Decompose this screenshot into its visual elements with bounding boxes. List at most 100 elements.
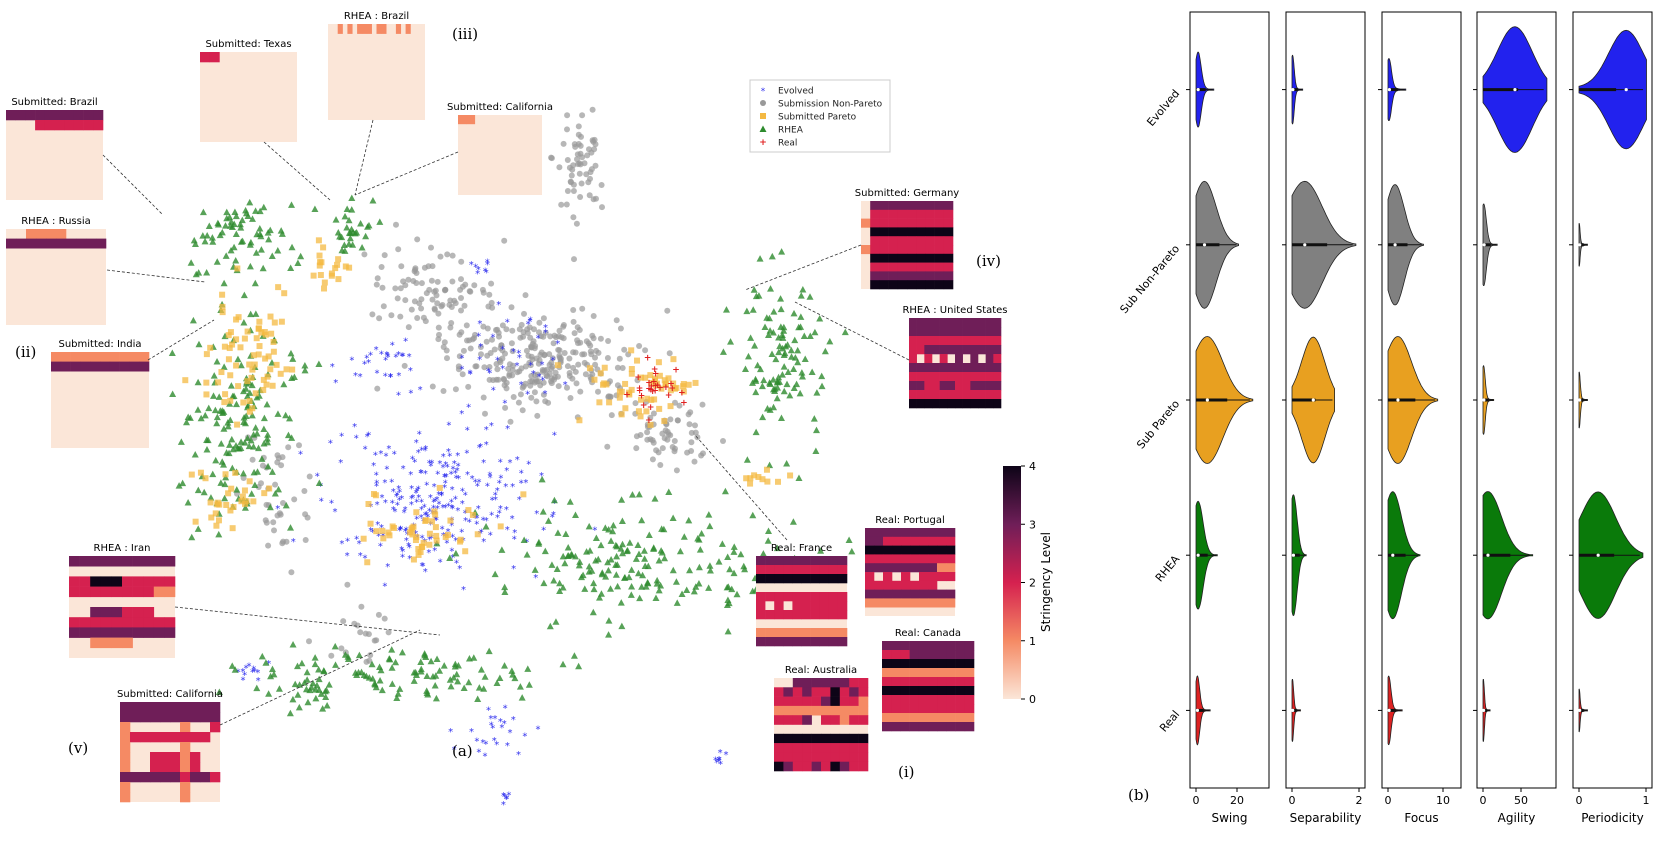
point-submission-non-pareto: [540, 391, 547, 398]
inset-cell: [46, 238, 57, 249]
point-evolved: *: [437, 459, 442, 470]
point-evolved: *: [533, 573, 538, 584]
point-rhea: [210, 392, 218, 399]
point-rhea: [550, 496, 558, 504]
point-submission-non-pareto: [676, 402, 683, 409]
point-evolved: *: [328, 438, 333, 449]
inset-cell: [120, 742, 131, 753]
point-evolved: *: [390, 341, 395, 352]
inset-cell: [907, 271, 917, 281]
point-submission-non-pareto: [412, 265, 419, 272]
inset-cell: [939, 390, 948, 400]
inset-cell: [910, 554, 920, 564]
inset-cell: [943, 209, 954, 219]
inset-cell: [993, 363, 1002, 373]
point-evolved: *: [511, 564, 516, 575]
point-evolved: *: [416, 493, 421, 504]
inset-cell: [900, 641, 910, 651]
point-submission-non-pareto: [408, 306, 415, 313]
point-evolved: *: [414, 514, 419, 525]
inset-cell: [828, 628, 839, 638]
point-rhea: [719, 348, 727, 355]
point-evolved: *: [460, 499, 465, 510]
inset-cell: [932, 318, 940, 328]
inset-cell: [111, 607, 123, 618]
point-submitted-pareto: [661, 377, 668, 384]
point-rhea: [787, 346, 795, 354]
point-submitted-pareto: [225, 356, 232, 363]
inset-cell: [792, 628, 802, 638]
point-submission-non-pareto: [687, 409, 694, 416]
point-rhea: [791, 336, 799, 344]
inset-cell: [849, 715, 859, 725]
inset-cell: [51, 361, 62, 372]
point-evolved: *: [456, 474, 461, 485]
point-submitted-pareto: [215, 379, 222, 386]
point-submission-non-pareto: [283, 538, 290, 545]
inset-cell: [993, 336, 1002, 346]
inset-cell: [925, 218, 935, 228]
point-rhea: [570, 652, 578, 659]
violin-xtick-label: 2: [1356, 794, 1363, 807]
point-rhea: [718, 540, 726, 547]
inset-cell: [828, 574, 839, 584]
point-rhea: [264, 462, 272, 470]
point-submitted-pareto: [207, 499, 214, 506]
point-rhea: [556, 579, 564, 587]
point-evolved: *: [448, 727, 453, 738]
point-submission-non-pareto: [443, 347, 450, 354]
inset-cell: [943, 236, 954, 246]
point-rhea: [288, 243, 296, 251]
inset-cell: [925, 245, 935, 255]
point-evolved: *: [449, 498, 454, 509]
point-rhea: [369, 197, 377, 204]
point-evolved: *: [406, 541, 411, 552]
point-rhea: [790, 365, 798, 372]
point-evolved: *: [405, 530, 410, 541]
point-rhea: [638, 583, 646, 590]
point-submitted-pareto: [670, 380, 677, 387]
point-evolved: *: [500, 364, 505, 375]
point-rhea: [247, 238, 255, 246]
point-rhea: [605, 631, 613, 638]
inset-cell: [970, 318, 979, 328]
inset-cell: [774, 733, 784, 744]
point-submission-non-pareto: [546, 351, 553, 358]
inset-cell: [874, 563, 884, 573]
point-evolved: *: [435, 470, 440, 481]
point-rhea: [268, 665, 276, 673]
point-rhea: [239, 469, 247, 477]
inset-cell: [119, 352, 130, 362]
annotation-v: (v): [68, 739, 88, 757]
inset-cell: [839, 761, 850, 772]
inset-cell: [891, 722, 901, 732]
inset-cell: [122, 617, 133, 628]
point-rhea: [203, 445, 211, 453]
point-rhea: [240, 318, 248, 326]
inset-cell: [924, 336, 933, 346]
point-evolved: *: [414, 497, 419, 508]
point-rhea: [604, 558, 612, 566]
point-rhea: [597, 590, 605, 597]
colorbar-label: Stringency Level: [1039, 532, 1053, 632]
inset-cell: [865, 528, 875, 538]
point-evolved: *: [489, 720, 494, 731]
inset-cell: [943, 262, 954, 272]
point-evolved: *: [419, 505, 424, 516]
inset-cell: [160, 732, 171, 743]
inset-cell: [828, 637, 839, 647]
point-submitted-pareto: [328, 272, 335, 279]
point-evolved: *: [479, 527, 484, 538]
point-rhea: [231, 666, 239, 673]
inset-cell: [928, 668, 938, 678]
inset-cell: [891, 695, 901, 705]
inset-cell: [837, 628, 848, 638]
point-submission-non-pareto: [414, 236, 421, 243]
inset-cell: [897, 201, 908, 211]
point-submission-non-pareto: [304, 514, 311, 521]
point-rhea: [239, 237, 247, 245]
inset-cell: [882, 659, 892, 669]
inset-cell: [874, 536, 884, 546]
inset-cell: [932, 345, 940, 355]
